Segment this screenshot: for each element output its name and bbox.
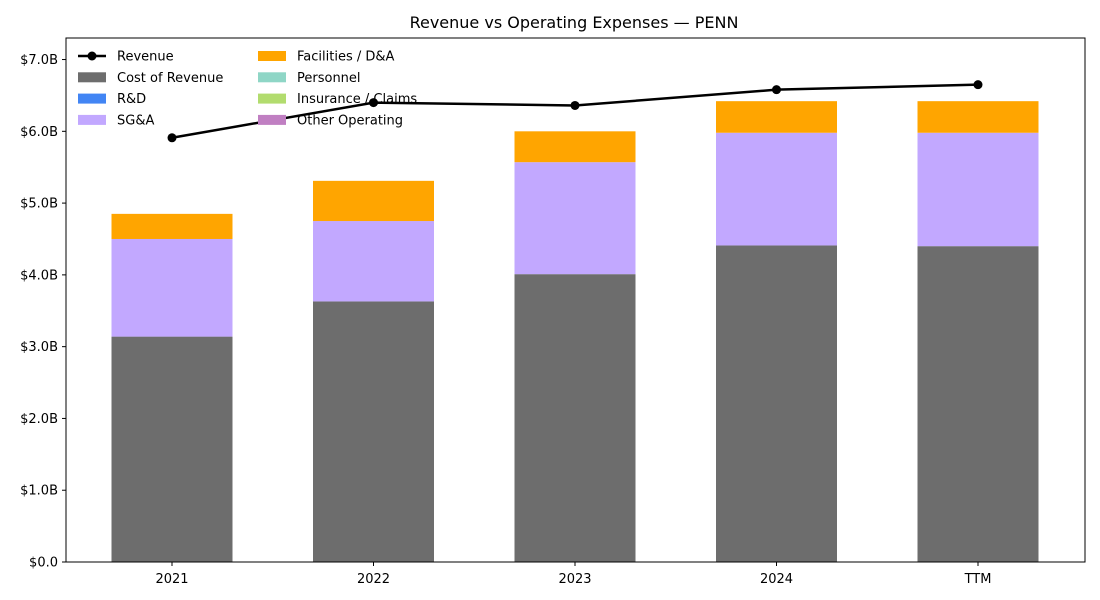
legend-label-personnel: Personnel [297, 71, 361, 86]
legend-swatch-personnel [258, 72, 286, 83]
revenue-point-2021 [167, 133, 177, 143]
y-tick-label: $5.0B [20, 197, 58, 212]
bar-sg-a-2024 [716, 132, 837, 246]
bar-stacks [111, 101, 1039, 563]
legend-label-other-operating: Other Operating [297, 113, 403, 128]
x-tick-label: 2022 [357, 572, 390, 587]
x-tick-label: 2023 [558, 572, 591, 587]
y-tick-label: $0.0 [29, 556, 58, 571]
legend-swatch-r-d [78, 93, 106, 104]
bar-cost-of-revenue-2021 [111, 336, 233, 562]
legend-label-facilities-d-a: Facilities / D&A [297, 50, 395, 65]
revenue-line-series [167, 80, 983, 143]
bar-sg-a-2021 [111, 238, 233, 337]
bar-cost-of-revenue-2023 [514, 274, 636, 562]
y-tick-label: $3.0B [20, 340, 58, 355]
bar-cost-of-revenue-2022 [313, 301, 434, 562]
legend-marker-revenue [87, 51, 97, 61]
y-axis: $0.0 $1.0B $2.0B $3.0B $4.0B $5.0B $6.0B $7.0B [20, 53, 66, 571]
y-tick-label: $7.0B [20, 53, 58, 68]
bar-cost-of-revenue-2024 [716, 245, 837, 562]
x-tick-label: TTM [964, 572, 992, 587]
legend-swatch-cost-of-revenue [78, 72, 106, 83]
bar-sg-a-2023 [514, 162, 636, 275]
legend-swatch-other-operating [258, 114, 286, 125]
legend-swatch-facilities-d-a [258, 51, 286, 61]
revenue-point-2024 [772, 85, 781, 95]
bar-facilities-d-a-2022 [313, 180, 434, 222]
revenue-point-ttm [973, 80, 983, 90]
y-tick-label: $1.0B [20, 484, 58, 499]
bar-sg-a-2022 [313, 221, 434, 302]
legend-swatch-sg-a [78, 114, 106, 125]
legend-label-insurance-claims: Insurance / Claims [297, 92, 417, 107]
bar-facilities-d-a-2023 [514, 131, 636, 163]
legend-label-sg-a: SG&A [117, 113, 154, 128]
bar-cost-of-revenue-ttm [917, 246, 1039, 563]
y-tick-label: $4.0B [20, 268, 58, 283]
x-axis: 2021 2022 2023 2024 TTM [155, 562, 991, 587]
bar-sg-a-ttm [917, 132, 1039, 247]
y-tick-label: $2.0B [20, 412, 58, 427]
revenue-point-2023 [570, 100, 580, 110]
legend-label-r-d: R&D [117, 92, 146, 107]
legend-label-cost-of-revenue: Cost of Revenue [117, 71, 223, 86]
legend-swatch-insurance-claims [258, 93, 286, 104]
legend: Revenue Cost of Revenue R&D SG&A Facilities … [78, 50, 417, 128]
bar-facilities-d-a-ttm [917, 101, 1039, 133]
chart-title: Revenue vs Operating Expenses — PENN [410, 13, 739, 32]
x-tick-label: 2021 [155, 572, 188, 587]
bar-facilities-d-a-2024 [716, 101, 837, 133]
x-tick-label: 2024 [760, 572, 793, 587]
y-tick-label: $6.0B [20, 125, 58, 140]
legend-label-revenue: Revenue [117, 50, 174, 65]
revenue-point-2022 [369, 98, 378, 108]
bar-facilities-d-a-2021 [111, 213, 233, 239]
